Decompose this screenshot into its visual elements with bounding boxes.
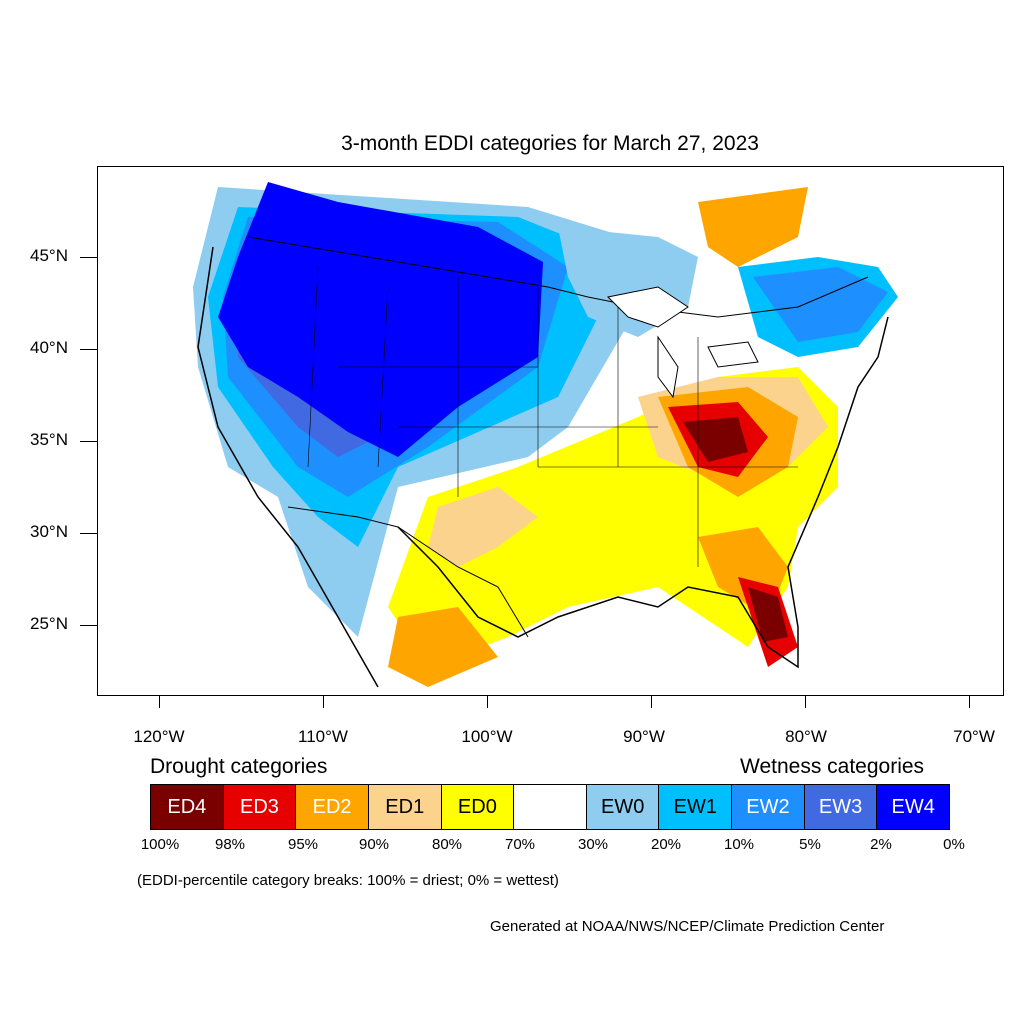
pct-label-80: 80%	[431, 836, 463, 853]
lon-tick-80	[805, 696, 806, 708]
lat-label-25: 25°N	[30, 614, 68, 633]
legend-ed3: ED3	[223, 785, 297, 829]
lon-label-90: 90°W	[623, 727, 665, 746]
eddi-map	[193, 182, 898, 688]
map-frame	[97, 166, 1004, 696]
lat-tick-30	[80, 533, 97, 534]
region-ed1-south	[428, 487, 538, 567]
lat-tick-35	[80, 441, 97, 442]
map-title: 3-month EDDI categories for March 27, 20…	[341, 132, 759, 155]
lat-label-30: 30°N	[30, 522, 68, 541]
pct-label-5: 5%	[799, 836, 821, 853]
legend-bar: ED4 ED3 ED2 ED1 ED0 EW0 EW1 EW2 EW3 EW4	[150, 784, 950, 830]
pct-label-70: 70%	[504, 836, 536, 853]
lon-label-120: 120°W	[133, 727, 185, 746]
lon-label-80: 80°W	[785, 727, 827, 746]
lat-tick-25	[80, 625, 97, 626]
legend-ew0: EW0	[586, 785, 660, 829]
legend-ed0: ED0	[441, 785, 515, 829]
legend-ew2: EW2	[732, 785, 805, 829]
pct-label-2: 2%	[870, 836, 892, 853]
legend-ed1: ED1	[368, 785, 442, 829]
lat-label-45: 45°N	[30, 246, 68, 265]
credit-line: Generated at NOAA/NWS/NCEP/Climate Predi…	[490, 918, 885, 935]
region-ew4-west	[218, 182, 543, 457]
pct-label-100: 100%	[140, 836, 180, 853]
lon-tick-90	[651, 696, 652, 708]
drought-heading: Drought categories	[150, 755, 328, 778]
lon-label-70: 70°W	[953, 727, 995, 746]
breaks-note: (EDDI-percentile category breaks: 100% =…	[137, 872, 559, 889]
lat-tick-45	[80, 257, 97, 258]
state-lines	[307, 266, 798, 567]
region-ed2-texas	[388, 607, 498, 687]
lon-tick-100	[487, 696, 488, 708]
pct-label-10: 10%	[723, 836, 755, 853]
pct-label-90: 90%	[358, 836, 390, 853]
lon-label-100: 100°W	[461, 727, 513, 746]
legend-ew4: EW4	[877, 785, 950, 829]
lat-tick-40	[80, 349, 97, 350]
lat-label-35: 35°N	[30, 430, 68, 449]
pct-label-95: 95%	[287, 836, 319, 853]
lon-tick-110	[323, 696, 324, 708]
legend-ed4: ED4	[151, 785, 224, 829]
wetness-heading: Wetness categories	[740, 755, 925, 778]
region-ed4-ohio-valley	[683, 417, 748, 462]
pct-label-98: 98%	[214, 836, 246, 853]
region-ew2-northeast	[753, 267, 888, 342]
legend-ew1: EW1	[659, 785, 733, 829]
lat-label-40: 40°N	[30, 338, 68, 357]
legend-ew3: EW3	[804, 785, 878, 829]
pct-label-30: 30%	[577, 836, 609, 853]
pct-label-20: 20%	[650, 836, 682, 853]
legend-ed2: ED2	[296, 785, 369, 829]
region-ed4-florida	[748, 587, 788, 642]
lon-tick-70	[969, 696, 970, 708]
lon-label-110: 110°W	[298, 727, 348, 746]
legend-normal	[514, 785, 587, 829]
pct-label-0: 0%	[943, 836, 965, 853]
region-ed2-quebec	[698, 187, 808, 267]
border-mexico	[287, 506, 529, 638]
lon-tick-120	[159, 696, 160, 708]
coastline	[197, 246, 889, 688]
great-lakes	[606, 286, 759, 399]
